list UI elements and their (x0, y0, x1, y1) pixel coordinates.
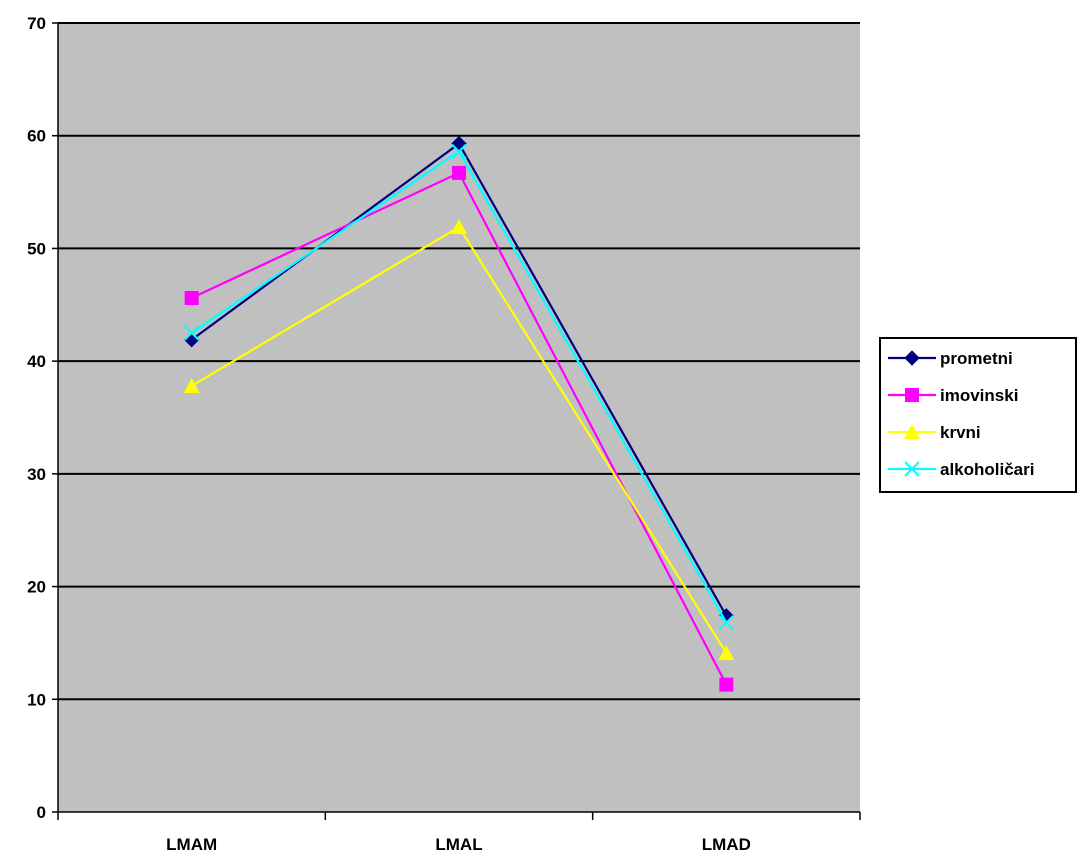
legend-label: imovinski (940, 386, 1018, 405)
legend-marker (904, 350, 920, 366)
data-point (452, 165, 466, 180)
x-axis-categories: LMAM LMAL LMAD (57, 812, 861, 854)
y-tick-label: 70 (27, 14, 46, 33)
data-point (718, 614, 735, 631)
legend-item: prometni (888, 349, 1013, 368)
series-krvni (183, 219, 735, 661)
gridlines (58, 22, 860, 701)
legend-label: alkoholičari (940, 460, 1034, 479)
legend-label: krvni (940, 423, 981, 442)
legend: prometni imovinski krvni alkoholičari (879, 337, 1077, 493)
y-tick-label: 50 (27, 239, 46, 258)
y-tick-label: 30 (27, 465, 46, 484)
data-point (718, 645, 735, 661)
series-group (183, 135, 735, 692)
x-category-label: LMAM (166, 835, 217, 854)
y-tick-label: 10 (27, 690, 46, 709)
x-category-label: LMAL (435, 835, 482, 854)
y-tick-label: 40 (27, 352, 46, 371)
legend-item: krvni (888, 423, 981, 442)
data-point (184, 291, 199, 306)
axes (57, 23, 860, 813)
legend-item: alkoholičari (888, 460, 1034, 479)
y-tick-label: 0 (37, 803, 46, 822)
data-point (451, 219, 467, 235)
legend-item: imovinski (888, 386, 1018, 405)
data-point (183, 377, 200, 393)
legend-marker (904, 424, 920, 439)
data-point (719, 677, 734, 692)
y-axis-ticks: 0 10 20 30 40 50 60 70 (27, 14, 58, 822)
data-point (183, 325, 200, 341)
legend-marker (904, 461, 920, 477)
series-imovinski (184, 165, 734, 692)
y-tick-label: 60 (27, 127, 46, 146)
legend-label: prometni (940, 349, 1013, 368)
series-alkoholičari (183, 143, 735, 631)
y-tick-label: 20 (27, 578, 46, 597)
legend-marker (905, 388, 919, 402)
x-category-label: LMAD (702, 835, 751, 854)
data-point (451, 143, 467, 160)
